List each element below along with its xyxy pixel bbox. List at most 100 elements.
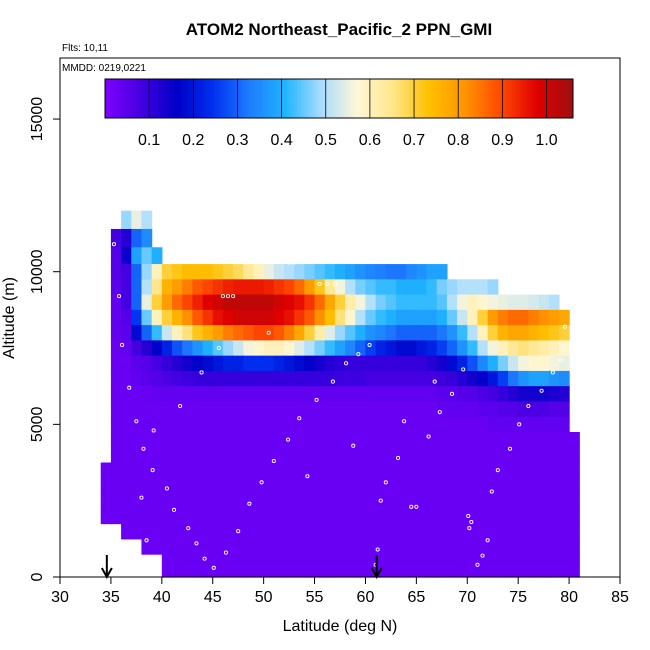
heatmap-cell	[110, 431, 122, 448]
colorbar-segment	[397, 79, 401, 118]
heatmap-cell	[314, 401, 326, 418]
heatmap-cell	[314, 325, 326, 341]
heatmap-cell	[253, 462, 265, 479]
heatmap-cell	[365, 325, 377, 341]
heatmap-cell	[151, 523, 163, 540]
colorbar-tick-label: 0.3	[226, 132, 248, 149]
sample-point	[220, 294, 225, 299]
heatmap-cell	[314, 462, 326, 479]
heatmap-cell	[345, 447, 356, 464]
heatmap-cell	[508, 431, 519, 448]
colorbar-segment	[130, 79, 134, 118]
sample-point	[480, 553, 485, 558]
heatmap-cell	[202, 264, 214, 280]
heatmap-cell	[538, 523, 550, 540]
heatmap-cell	[304, 447, 316, 464]
heatmap-cell	[263, 279, 275, 296]
heatmap-cell	[151, 477, 163, 494]
heatmap-cell	[416, 508, 428, 525]
heatmap-cell	[263, 325, 275, 341]
heatmap-cell	[457, 386, 468, 403]
heatmap-cell	[314, 370, 326, 387]
heatmap-cell	[508, 401, 519, 418]
heatmap-cell	[314, 493, 326, 509]
heatmap-cell	[436, 447, 448, 464]
heatmap-cell	[487, 523, 499, 540]
colorbar-segment	[163, 79, 167, 118]
colorbar-segment	[563, 79, 567, 118]
sample-point	[507, 446, 513, 451]
sample-point	[485, 538, 490, 543]
heatmap-cell	[161, 325, 173, 341]
heatmap-cell	[518, 462, 529, 479]
heatmap-cell	[528, 523, 540, 540]
heatmap-cell	[222, 508, 234, 525]
heatmap-cell	[273, 264, 285, 280]
heatmap-cell	[396, 279, 407, 296]
colorbar-segment	[231, 79, 235, 118]
heatmap-cell	[273, 340, 285, 357]
heatmap-cell	[477, 508, 489, 525]
heatmap-cell	[375, 355, 387, 372]
colorbar-segment	[467, 79, 471, 118]
heatmap-cell	[508, 325, 519, 341]
heatmap-cell	[396, 309, 407, 326]
sample-point	[426, 434, 431, 439]
heatmap-cell	[192, 325, 204, 341]
heatmap-cell	[151, 370, 163, 387]
sample-point	[469, 520, 474, 525]
heatmap-cell	[406, 309, 417, 326]
heatmap-cell	[375, 294, 387, 311]
heatmap-cell	[426, 340, 438, 357]
colorbar-segment	[168, 79, 172, 118]
heatmap-cell	[151, 386, 163, 403]
sample-point	[526, 403, 531, 409]
colorbar-segment	[250, 79, 253, 118]
heatmap-cell	[161, 477, 173, 494]
heatmap-cell	[284, 567, 295, 578]
heatmap-cell	[314, 477, 326, 494]
heatmap-cell	[508, 567, 519, 578]
heatmap-cell	[385, 264, 397, 280]
colorbar-segment	[119, 79, 122, 118]
heatmap-cell	[334, 309, 346, 326]
heatmap-cell	[273, 370, 285, 387]
heatmap-cell	[497, 401, 509, 418]
heatmap-cell	[304, 567, 316, 578]
heatmap-cell	[253, 264, 265, 280]
heatmap-cell	[294, 264, 305, 280]
heatmap-cell	[233, 370, 244, 387]
heatmap-cell	[334, 538, 346, 555]
heatmap-cell	[508, 508, 519, 525]
heatmap-cell	[457, 538, 468, 555]
heatmap-cell	[558, 447, 570, 464]
heatmap-cell	[487, 386, 499, 403]
heatmap-cell	[243, 523, 255, 540]
heatmap-cell	[294, 538, 305, 555]
heatmap-cell	[538, 340, 550, 357]
heatmap-cell	[345, 477, 356, 494]
heatmap-cell	[436, 309, 448, 326]
heatmap-cell	[385, 554, 397, 568]
heatmap-cell	[558, 538, 570, 555]
heatmap-cell	[558, 355, 570, 372]
heatmap-cell	[253, 416, 265, 433]
heatmap-cell	[294, 431, 305, 448]
heatmap-cell	[497, 294, 509, 311]
heatmap-cell	[446, 538, 458, 555]
heatmap-cell	[284, 554, 295, 568]
sample-point	[467, 526, 472, 531]
heatmap-cell	[385, 462, 397, 479]
heatmap-cell	[558, 401, 570, 418]
heatmap-cell	[365, 523, 377, 540]
colorbar-segment	[341, 79, 345, 118]
heatmap-cell	[212, 508, 224, 525]
colorbar-segment	[306, 79, 310, 118]
heatmap-cell	[294, 477, 305, 494]
heatmap-cell	[467, 477, 479, 494]
colorbar-segment	[217, 79, 221, 118]
heatmap-cell	[426, 325, 438, 341]
colorbar-segment	[243, 79, 246, 118]
sample-point	[139, 495, 144, 500]
heatmap-cell	[528, 477, 540, 494]
